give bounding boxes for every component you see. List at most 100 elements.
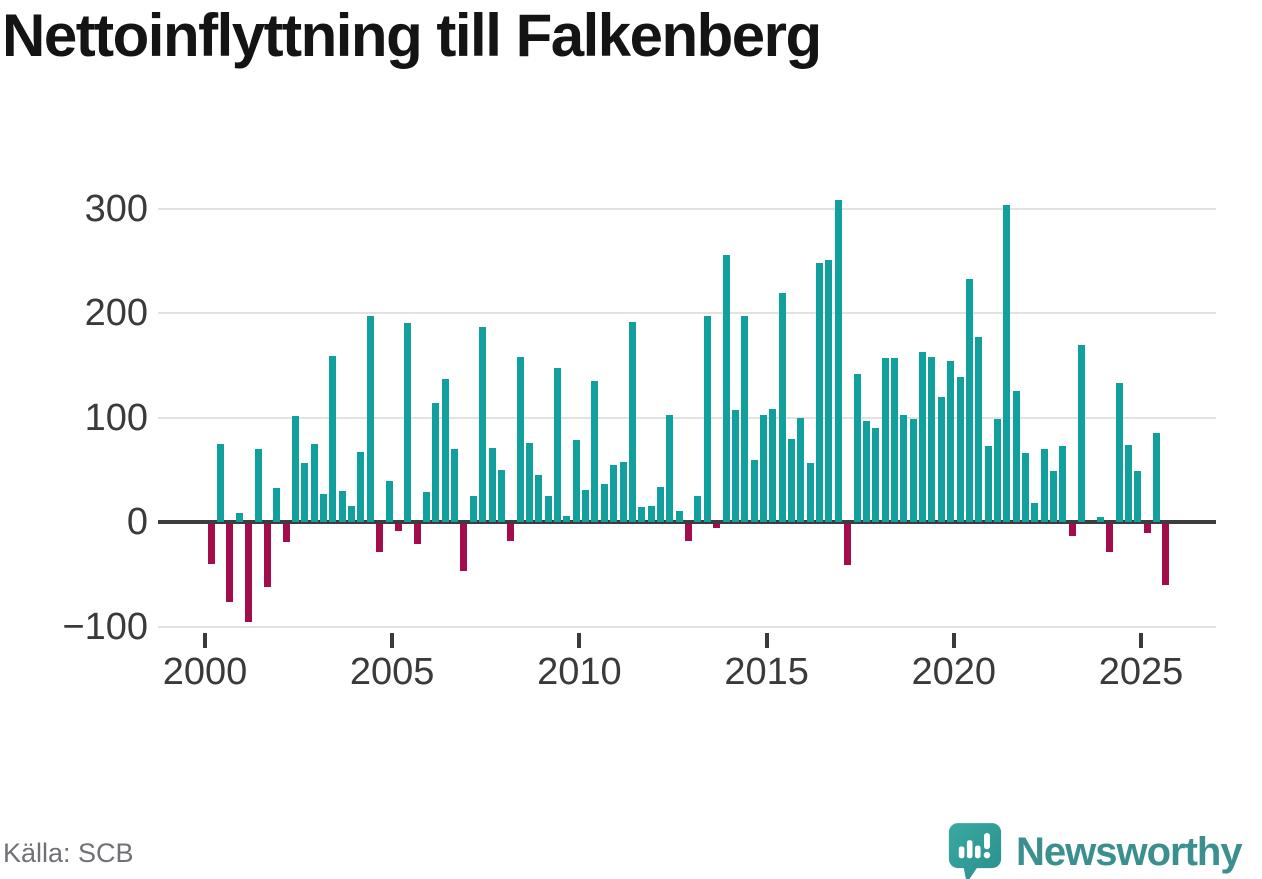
bar-2011-q4 — [647, 505, 655, 523]
bar-2013-q1 — [694, 496, 702, 523]
newsworthy-logo: Newsworthy — [948, 822, 1243, 879]
bar-2021-q3 — [1012, 390, 1020, 523]
bar-2002-q4 — [310, 443, 318, 523]
bar-2001-q2 — [254, 449, 262, 523]
chart-title: Nettoinflyttning till Falkenberg — [2, 2, 822, 69]
bar-2014-q4 — [759, 414, 767, 523]
bar-2007-q1 — [469, 496, 477, 523]
bar-2010-q2 — [591, 381, 599, 523]
bar-2013-q4 — [722, 254, 730, 523]
bar-2009-q4 — [572, 439, 580, 523]
bar-2006-q4 — [460, 524, 468, 572]
bar-2012-q4 — [685, 524, 693, 542]
bar-2019-q3 — [937, 396, 945, 523]
bar-2004-q2 — [366, 316, 374, 523]
bar-2009-q1 — [544, 496, 552, 523]
bar-2022-q2 — [1040, 449, 1048, 523]
x-axis-tick-2010 — [577, 633, 582, 648]
bar-2022-q4 — [1059, 446, 1067, 523]
y-axis-label--100: −100 — [62, 606, 148, 649]
bar-2019-q1 — [919, 351, 927, 523]
bar-2010-q3 — [600, 483, 608, 523]
zero-axis-line — [158, 520, 1216, 525]
bar-2003-q4 — [348, 505, 356, 523]
bar-2021-q1 — [993, 418, 1001, 523]
newsworthy-bubble-chart-icon — [948, 823, 1002, 879]
bar-2023-q1 — [1068, 524, 1076, 536]
x-axis-tick-2005 — [390, 633, 395, 648]
bar-2014-q2 — [741, 316, 749, 523]
bar-2008-q4 — [535, 475, 543, 523]
x-axis-tick-2020 — [951, 633, 956, 648]
bar-2015-q2 — [778, 293, 786, 523]
bar-2016-q1 — [806, 462, 814, 523]
bar-2006-q2 — [441, 379, 449, 523]
bar-2008-q1 — [507, 524, 515, 542]
bar-2025-q3 — [1162, 524, 1170, 586]
bar-2025-q2 — [1153, 433, 1161, 523]
bar-2017-q1 — [844, 524, 852, 566]
x-axis-tick-2000 — [203, 633, 207, 648]
bar-2024-q1 — [1106, 524, 1114, 552]
bar-2008-q3 — [525, 442, 533, 523]
gridline--100 — [158, 626, 1216, 629]
bar-2004-q1 — [357, 452, 365, 523]
bar-2013-q3 — [713, 524, 721, 528]
bar-2003-q1 — [320, 494, 328, 523]
bar-2025-q1 — [1143, 524, 1151, 533]
bar-2022-q3 — [1050, 471, 1058, 523]
bar-2017-q2 — [853, 373, 861, 523]
bar-2012-q1 — [656, 486, 664, 523]
bar-2011-q1 — [619, 461, 627, 523]
bar-2003-q3 — [338, 491, 346, 523]
bar-2018-q4 — [909, 418, 917, 523]
bar-2015-q4 — [797, 417, 805, 523]
bar-2013-q2 — [703, 316, 711, 523]
bar-2002-q2 — [291, 415, 299, 523]
bar-2014-q3 — [750, 459, 758, 523]
x-axis-tick-2025 — [1139, 633, 1143, 648]
bar-2007-q3 — [488, 448, 496, 523]
bar-2015-q1 — [769, 409, 777, 523]
bar-2016-q3 — [825, 259, 833, 523]
source-note: Källa: SCB — [3, 838, 134, 868]
bar-2023-q2 — [1078, 344, 1086, 523]
gridline-300 — [158, 207, 1216, 210]
bar-2005-q3 — [413, 524, 421, 545]
bar-2019-q4 — [947, 361, 955, 523]
bar-2006-q3 — [451, 449, 459, 523]
bar-2001-q4 — [273, 487, 281, 523]
bar-2022-q1 — [1031, 502, 1039, 523]
bar-2000-q3 — [226, 524, 234, 602]
bar-2009-q2 — [554, 367, 562, 523]
x-axis-tick-2015 — [764, 633, 769, 648]
bar-2016-q4 — [834, 200, 842, 523]
bar-2010-q4 — [610, 464, 618, 523]
gridline-200 — [158, 312, 1216, 315]
bar-2012-q3 — [675, 510, 683, 523]
y-axis-label-200: 200 — [84, 292, 148, 335]
bar-2020-q3 — [975, 337, 983, 523]
bar-2005-q1 — [394, 524, 402, 531]
bar-2000-q4 — [235, 512, 243, 523]
gridline-100 — [158, 416, 1216, 419]
bar-2018-q2 — [890, 358, 898, 523]
bar-2000-q1 — [207, 524, 215, 565]
bar-2024-q4 — [1134, 471, 1142, 523]
x-axis-label-2000: 2000 — [162, 651, 248, 693]
newsworthy-wordmark: Newsworthy — [1016, 830, 1243, 874]
bar-2002-q3 — [301, 462, 309, 523]
y-axis-label-300: 300 — [84, 187, 148, 230]
bar-2014-q1 — [731, 410, 739, 523]
x-axis-label-2020: 2020 — [911, 651, 997, 693]
bar-2020-q4 — [984, 446, 992, 523]
y-axis-label-100: 100 — [84, 396, 148, 439]
bar-2004-q3 — [376, 524, 384, 552]
bar-2006-q1 — [432, 403, 440, 523]
bar-2017-q3 — [862, 420, 870, 523]
bar-2002-q1 — [282, 524, 290, 543]
bar-2017-q4 — [872, 428, 880, 523]
bar-2003-q2 — [329, 356, 337, 523]
bar-2011-q2 — [628, 321, 636, 523]
x-axis-label-2025: 2025 — [1098, 651, 1184, 693]
